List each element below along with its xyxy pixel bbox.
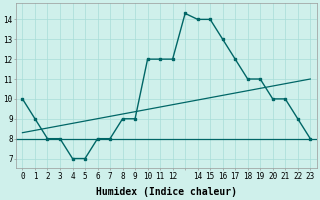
X-axis label: Humidex (Indice chaleur): Humidex (Indice chaleur) — [96, 186, 237, 197]
